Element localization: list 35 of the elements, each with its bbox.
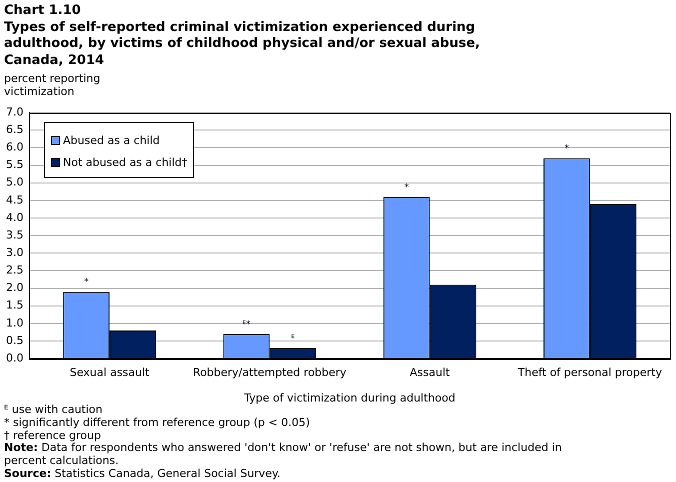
text: Note: Data for respondents who answered 'don't know' or 'refuse' are not shown, but are included in percent calculations. [4, 441, 563, 468]
text: † reference group [4, 428, 102, 442]
x-tick-label: Assault [410, 366, 451, 380]
x-axis-title: Type of victimization during adulthood [243, 391, 456, 404]
legend-label: Not abused as a child† [63, 156, 188, 168]
y-tick-label: 3.0 [6, 246, 24, 260]
data-label: ᴱ* [242, 320, 251, 330]
y-tick-label: 6.5 [6, 123, 24, 136]
y-tick-label: 5.0 [6, 176, 24, 189]
data-label: * [404, 182, 410, 193]
legend-label: Abused as a child [63, 134, 160, 146]
y-tick-label: 0.5 [6, 334, 24, 347]
y-tick-label: 0.0 [6, 351, 24, 364]
y-tick-label: 6.0 [6, 140, 24, 154]
y-tick-label: 2.5 [6, 264, 24, 277]
y-tick-label: 4.5 [6, 193, 24, 206]
chart-subtitle: Types of self-reported criminal victimization experienced during adulthood, by victims of childhood physical and/or sexual abuse, Canada, 2014 [4, 20, 481, 69]
x-tick-label: Sexual assault [70, 366, 150, 380]
source-note: Source: Statistics Canada, General Social Survey. [4, 466, 282, 481]
y-tick-label: 7.0 [6, 105, 24, 118]
data-label: ᴱ [291, 334, 296, 344]
text: * significantly different from reference group (p < 0.05) [4, 416, 311, 430]
y-tick-label: 4.0 [6, 210, 24, 224]
x-tick-label: Robbery/attempted robbery [192, 366, 347, 380]
text: ᴱ use with caution [4, 403, 104, 417]
data-label: * [84, 278, 90, 288]
y-tick-label: 2.0 [6, 281, 24, 294]
y-tick-label: 1.0 [6, 316, 24, 330]
x-tick-label: Theft of personal property [516, 366, 662, 380]
chart-title: Chart 1.10 [4, 3, 82, 20]
data-label: * [564, 144, 570, 154]
y-axis-title: percent reporting victimization [4, 72, 102, 98]
y-tick-label: 1.5 [6, 298, 24, 312]
y-tick-label: 3.5 [6, 228, 24, 242]
y-tick-label: 5.5 [6, 158, 24, 172]
